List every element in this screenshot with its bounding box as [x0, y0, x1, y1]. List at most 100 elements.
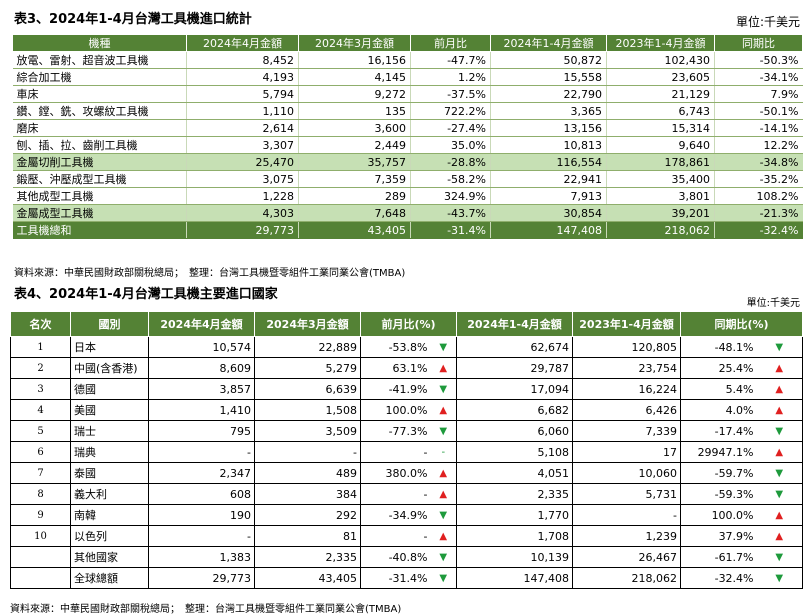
machine-type-cell: 刨、插、拉、齒削工具機: [12, 136, 187, 154]
arrow-down-icon: ▼: [439, 509, 448, 521]
apr-amount-cell: 608: [148, 483, 255, 505]
table4-row: 6 瑞典 - - - -5,108 17 29947.1% ▲: [10, 441, 804, 463]
arrow-down-icon: ▼: [439, 341, 448, 353]
ytd-amount-cell: 17,094: [456, 378, 574, 400]
yoy-trend-cell: ▲: [756, 378, 804, 400]
arrow-up-icon: ▲: [775, 530, 784, 542]
yoy-trend-cell: ▲: [756, 357, 804, 379]
table3-header-row: 機種 2024年4月金額 2024年3月金額 前月比 2024年1-4月金額 2023年1…: [12, 34, 803, 52]
ytd-amount-cell: 1,770: [456, 504, 574, 526]
rank-cell: [10, 546, 71, 568]
prev-ytd-amount-cell: 218,062: [572, 567, 682, 589]
mar-amount-cell: 3,509: [254, 420, 361, 442]
country-cell: 瑞典: [70, 441, 149, 463]
yoy-change-cell: -48.1%: [680, 336, 757, 358]
value-cell: 7.9%: [714, 85, 803, 103]
table4-col-header: 名次: [10, 311, 71, 337]
rank-cell: 6: [10, 441, 71, 463]
table4-row: 其他國家 1,383 2,335 -40.8% ▼ 10,139 26,467 -61.7% ▼: [10, 546, 804, 568]
value-cell: 35,757: [298, 153, 411, 171]
table4-col-header: 2023年1-4月金額: [572, 311, 682, 337]
value-cell: -50.3%: [714, 51, 803, 69]
ytd-amount-cell: 29,787: [456, 357, 574, 379]
prev-ytd-amount-cell: 23,754: [572, 357, 682, 379]
mar-amount-cell: 2,335: [254, 546, 361, 568]
mom-trend-cell: ▲: [430, 357, 458, 379]
apr-amount-cell: 1,383: [148, 546, 255, 568]
machine-type-cell: 車床: [12, 85, 187, 103]
country-cell: 瑞士: [70, 420, 149, 442]
arrow-up-icon: ▲: [439, 362, 448, 374]
table4-header-row: 名次 國別 2024年4月金額 2024年3月金額 前月比(%) 2024年1-4月金額 2…: [10, 311, 804, 337]
table4-col-header: 國別: [70, 311, 149, 337]
table3-col-header: 機種: [12, 34, 187, 52]
value-cell: -34.1%: [714, 68, 803, 86]
ytd-amount-cell: 10,139: [456, 546, 574, 568]
prev-ytd-amount-cell: 26,467: [572, 546, 682, 568]
yoy-change-cell: -61.7%: [680, 546, 757, 568]
table3-col-header: 2023年1-4月金額: [606, 34, 715, 52]
apr-amount-cell: 3,857: [148, 378, 255, 400]
yoy-change-cell: 29947.1%: [680, 441, 757, 463]
value-cell: 16,156: [298, 51, 411, 69]
table3-col-header: 同期比: [714, 34, 803, 52]
yoy-change-cell: -59.3%: [680, 483, 757, 505]
mom-change-cell: -40.8%: [360, 546, 431, 568]
table4-row: 9 南韓 190 292 -34.9% ▼ 1,770-100.0% ▲: [10, 504, 804, 526]
mom-change-cell: -77.3%: [360, 420, 431, 442]
mom-trend-cell: ▲: [430, 483, 458, 505]
value-cell: 5,794: [186, 85, 299, 103]
table4-row: 10 以色列 -81- ▲ 1,708 1,239 37.9% ▲: [10, 525, 804, 547]
prev-ytd-amount-cell: -: [572, 504, 682, 526]
mar-amount-cell: -: [254, 441, 361, 463]
value-cell: -32.4%: [714, 221, 803, 239]
mar-amount-cell: 22,889: [254, 336, 361, 358]
value-cell: 1,228: [186, 187, 299, 205]
value-cell: 3,801: [606, 187, 715, 205]
yoy-trend-cell: ▲: [756, 399, 804, 421]
value-cell: 12.2%: [714, 136, 803, 154]
yoy-trend-cell: ▼: [756, 567, 804, 589]
value-cell: -37.5%: [410, 85, 491, 103]
mom-change-cell: -: [360, 525, 431, 547]
yoy-change-cell: 100.0%: [680, 504, 757, 526]
prev-ytd-amount-cell: 17: [572, 441, 682, 463]
value-cell: -35.2%: [714, 170, 803, 188]
machine-type-cell: 磨床: [12, 119, 187, 137]
table4-row: 2 中國(含香港) 8,609 5,279 63.1% ▲ 29,787 23,754 25.4…: [10, 357, 804, 379]
mom-trend-cell: ▼: [430, 420, 458, 442]
table3-row: 金屬切削工具機 25,470 35,757 -28.8% 116,554 178,861-…: [12, 153, 803, 171]
yoy-trend-cell: ▼: [756, 462, 804, 484]
arrow-up-icon: ▲: [439, 530, 448, 542]
arrow-up-icon: ▲: [775, 446, 784, 458]
value-cell: 2,614: [186, 119, 299, 137]
arrow-down-icon: ▼: [775, 551, 784, 563]
arrow-down-icon: ▼: [775, 488, 784, 500]
machine-type-cell: 鑽、鏜、銑、攻螺紋工具機: [12, 102, 187, 120]
apr-amount-cell: 10,574: [148, 336, 255, 358]
value-cell: 108.2%: [714, 187, 803, 205]
value-cell: 6,743: [606, 102, 715, 120]
ytd-amount-cell: 6,682: [456, 399, 574, 421]
value-cell: -28.8%: [410, 153, 491, 171]
mom-trend-cell: ▼: [430, 378, 458, 400]
country-cell: 以色列: [70, 525, 149, 547]
import-by-country-table: 名次 國別 2024年4月金額 2024年3月金額 前月比(%) 2024年1-4月金額 2…: [10, 311, 804, 589]
country-cell: 泰國: [70, 462, 149, 484]
mom-trend-cell: ▲: [430, 399, 458, 421]
machine-type-cell: 放電、雷射、超音波工具機: [12, 51, 187, 69]
apr-amount-cell: 2,347: [148, 462, 255, 484]
arrow-up-icon: ▲: [775, 362, 784, 374]
value-cell: 43,405: [298, 221, 411, 239]
dash-icon: -: [441, 446, 446, 458]
apr-amount-cell: 1,410: [148, 399, 255, 421]
mom-trend-cell: -: [430, 441, 458, 463]
value-cell: 7,648: [298, 204, 411, 222]
mar-amount-cell: 6,639: [254, 378, 361, 400]
table4-title: 表4、2024年1-4月台灣工具機主要進口國家: [14, 287, 278, 302]
yoy-change-cell: -32.4%: [680, 567, 757, 589]
value-cell: 218,062: [606, 221, 715, 239]
value-cell: 7,913: [490, 187, 607, 205]
yoy-trend-cell: ▼: [756, 336, 804, 358]
value-cell: 178,861: [606, 153, 715, 171]
